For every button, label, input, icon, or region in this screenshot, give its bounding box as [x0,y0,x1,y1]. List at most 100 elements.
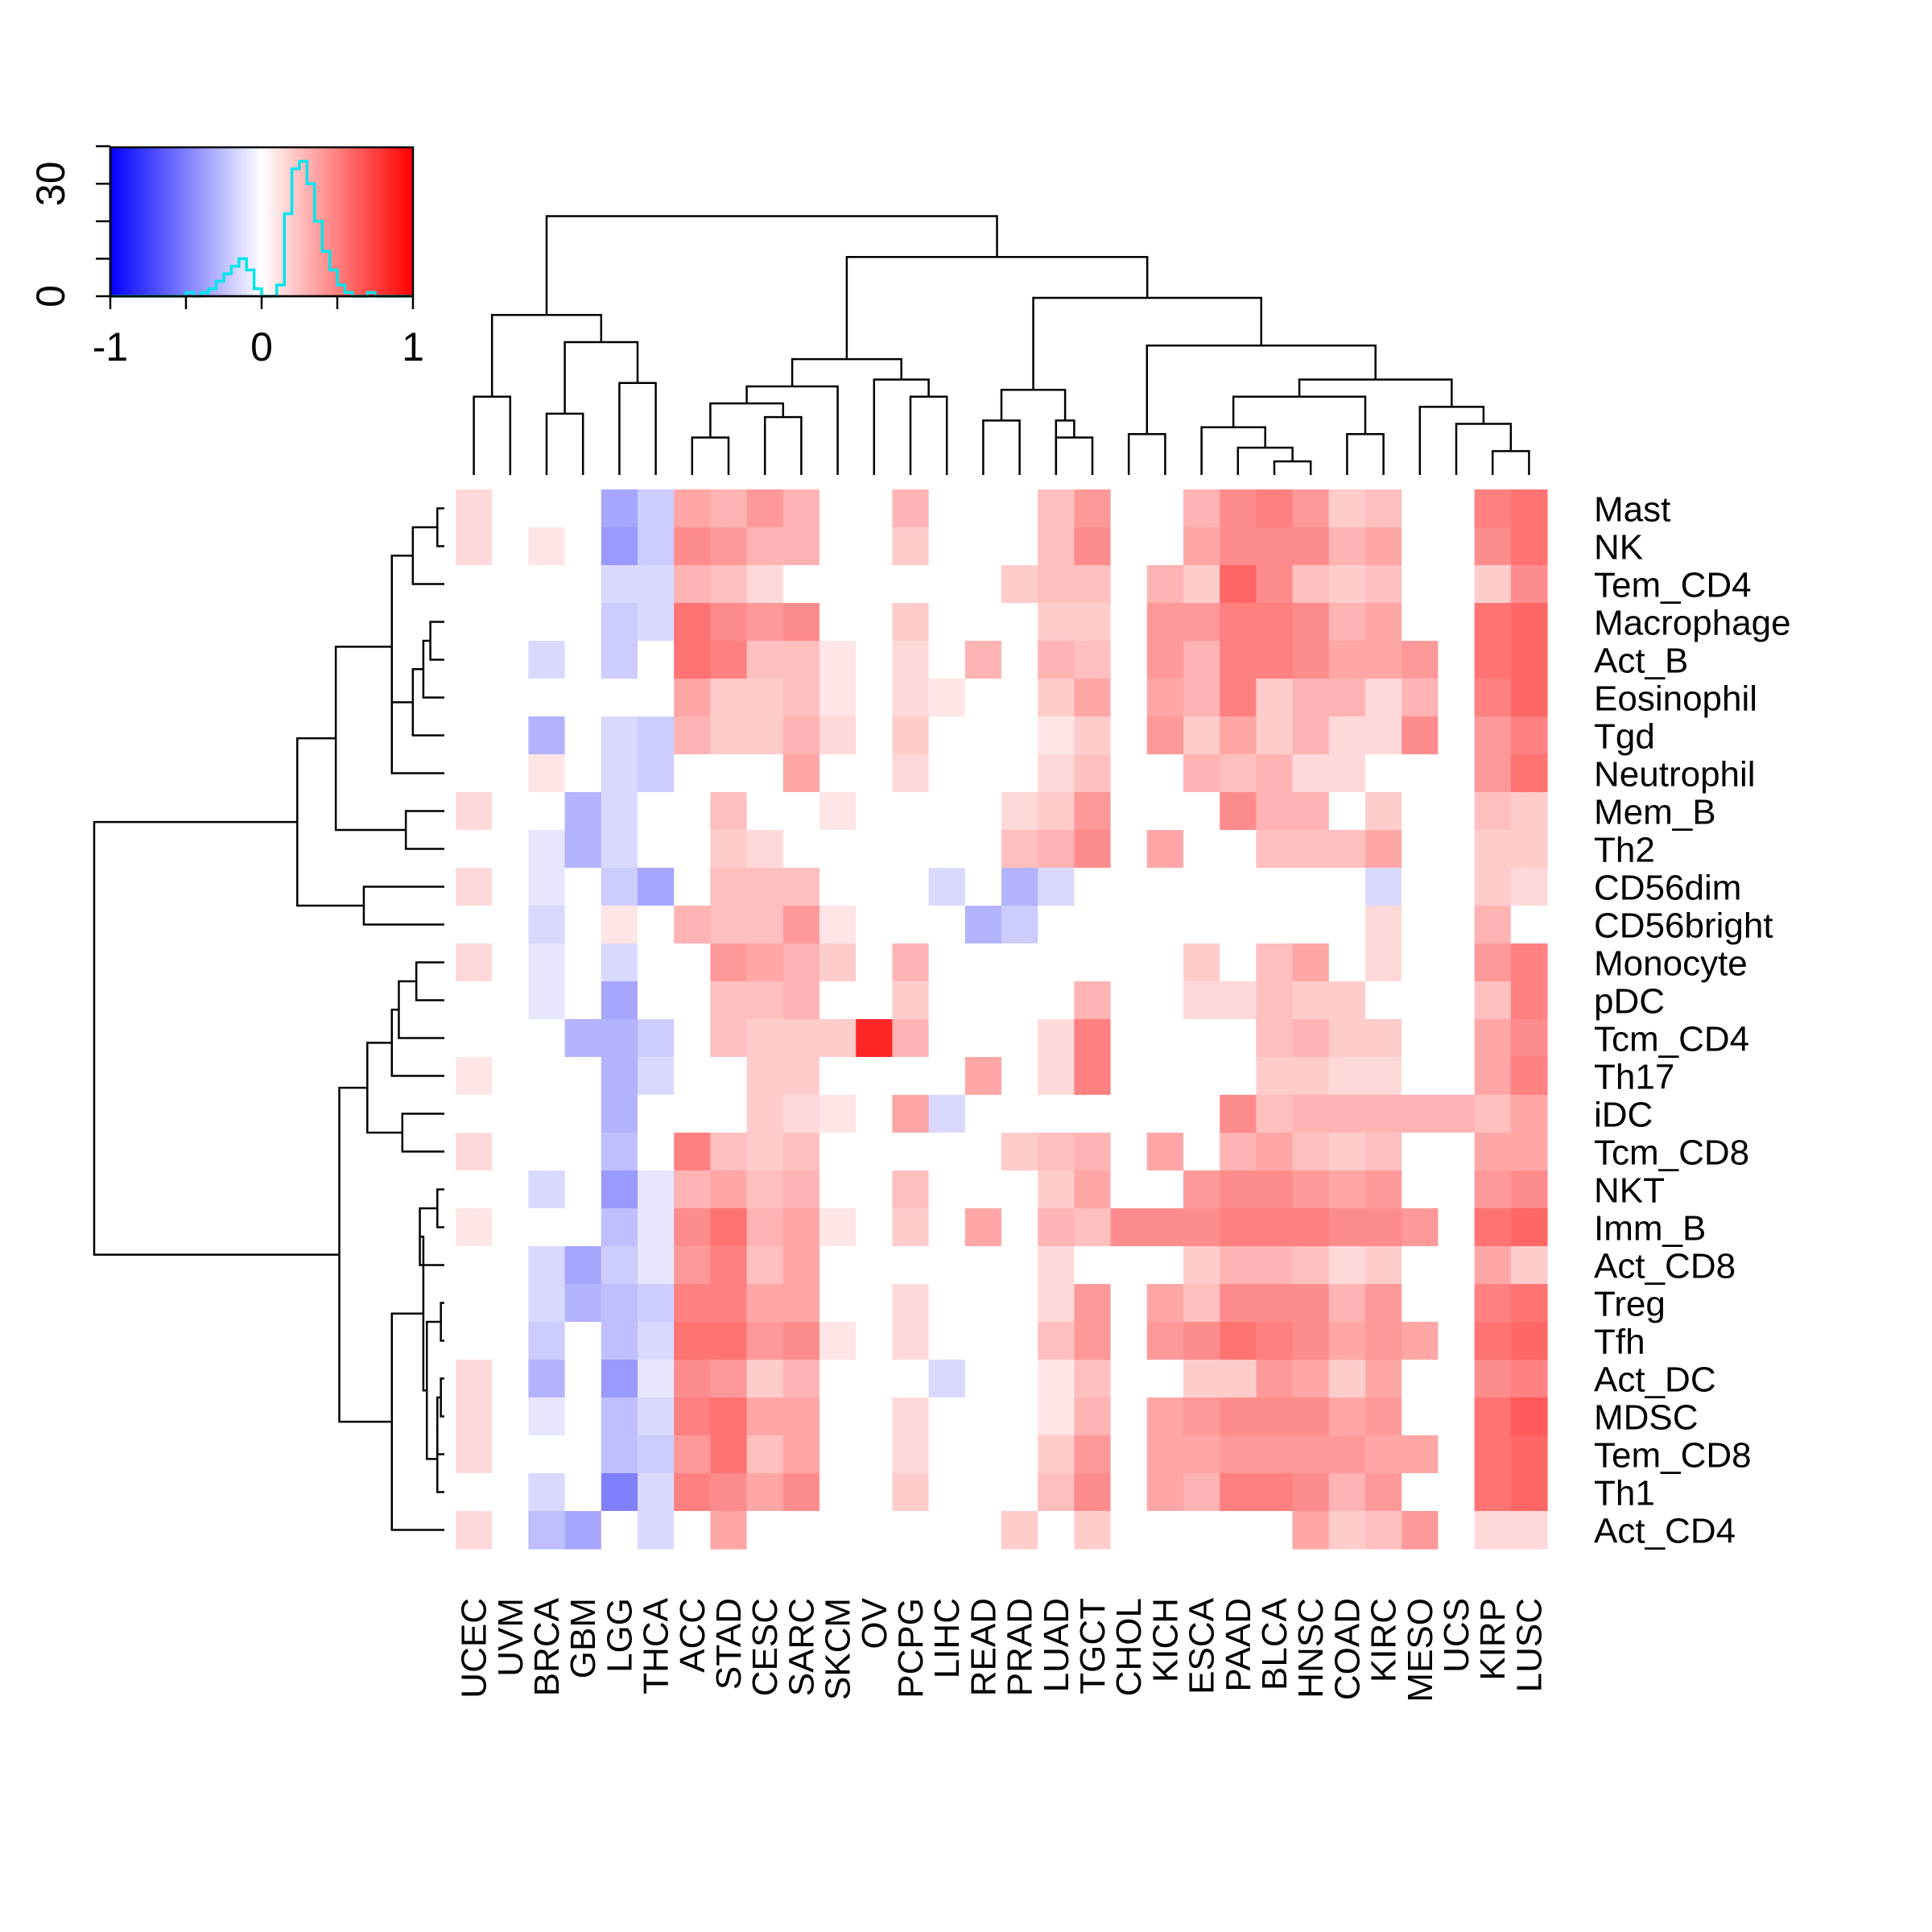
cell-Tgd-BLCA [1256,716,1294,755]
cell-Macrophage-KIRP [1474,603,1512,642]
column-dendrogram-branch [1000,389,1067,421]
cell-CD56dim-READ [964,868,1002,906]
cell-Mem_B-SKCM [819,792,857,831]
column-dendrogram-branch [763,415,803,475]
cell-Macrophage-SARC [782,603,820,642]
cell-Act_CD8-BRCA [528,1246,566,1285]
cell-Eosinophil-UVM [492,679,529,717]
cell-NK-SARC [782,527,820,566]
cell-Tcm_CD4-LIHC [928,1019,966,1058]
row-dendrogram-branch [296,737,364,907]
cell-Tcm_CD8-UVM [492,1133,529,1171]
cell-Macrophage-HNSC [1292,603,1330,642]
row-label: Tem_CD4 [1594,566,1752,605]
cell-Imm_B-KIRP [1474,1208,1512,1247]
cell-Act_CD8-UCEC [456,1246,493,1285]
row-dendrogram-branch [390,555,413,738]
cell-Monocyte-UVM [492,943,529,982]
cell-Treg-LIHC [928,1284,966,1323]
cell-Act_B-KIRC [1365,641,1402,679]
cell-Act_CD8-GBM [564,1246,602,1285]
cell-Tem_CD4-THCA [638,565,675,604]
cell-Macrophage-ACC [674,603,711,642]
cell-Act_CD8-KICH [1146,1246,1184,1285]
cell-MDSC-PRAD [1001,1397,1038,1436]
cell-Treg-BLCA [1256,1284,1294,1323]
column-dendrogram-branch [1232,395,1367,435]
column-dendrogram-branch [791,357,902,387]
cell-Tem_CD4-READ [964,565,1002,604]
cell-Act_DC-LUAD [1038,1360,1075,1398]
cell-Tcm_CD4-CHOL [1110,1019,1148,1058]
cell-Imm_B-BLCA [1256,1208,1294,1247]
cell-NKT-LGG [601,1170,638,1209]
cell-Mast-COAD [1328,489,1366,528]
cell-Tcm_CD4-UCS [1438,1019,1476,1058]
cell-Tem_CD8-UCEC [456,1435,493,1474]
cell-Macrophage-LUAD [1038,603,1075,642]
cell-Act_CD8-PAAD [1220,1246,1257,1285]
cell-Th2-KIRC [1365,830,1402,869]
cell-Mast-BLCA [1256,489,1294,528]
cell-iDC-ESCA [1183,1095,1220,1133]
cell-Macrophage-SKCM [819,603,857,642]
cell-Macrophage-READ [964,603,1002,642]
cell-CD56dim-BLCA [1256,868,1294,906]
cell-Tcm_CD4-SKCM [819,1019,857,1058]
cell-Tcm_CD8-UCS [1438,1133,1476,1171]
cell-Tcm_CD4-KIRP [1474,1019,1512,1058]
cell-Tfh-LGG [601,1322,638,1360]
cell-Th2-CHOL [1110,830,1148,869]
cell-Th2-PCPG [892,830,930,869]
cell-Tem_CD4-KIRP [1474,565,1512,604]
cell-Imm_B-PCPG [892,1208,930,1247]
column-dendrogram-branch [1273,460,1312,475]
cell-Mast-ESCA [1183,489,1220,528]
cell-Mast-LIHC [928,489,966,528]
column-dendrogram-branch [618,382,657,475]
cell-Neutrophil-LUAD [1038,754,1075,793]
cell-Th2-UCEC [456,830,493,869]
cell-CD56dim-COAD [1328,868,1366,906]
cell-Tem_CD8-LUAD [1038,1435,1075,1474]
cell-Monocyte-HNSC [1292,943,1330,982]
cell-iDC-HNSC [1292,1095,1330,1133]
cell-Act_CD8-LUSC [1510,1246,1548,1285]
cell-Act_B-PCPG [892,641,930,679]
cell-NK-OV [856,527,893,566]
cell-Th1-LGG [601,1473,638,1512]
cell-Treg-SKCM [819,1284,857,1323]
cell-Mast-LUAD [1038,489,1075,528]
cell-pDC-KIRP [1474,981,1512,1020]
cell-Act_CD8-TGCT [1074,1246,1112,1285]
cell-Tcm_CD4-STAD [710,1019,748,1058]
cell-CD56bright-PRAD [1001,906,1038,944]
cell-Tem_CD8-CESC [746,1435,784,1474]
cell-Mem_B-PRAD [1001,792,1038,831]
cell-Mast-READ [964,489,1002,528]
cell-Th1-LUSC [1510,1473,1548,1512]
cell-Mem_B-GBM [564,792,602,831]
row-label: Th2 [1594,831,1655,870]
cell-Act_DC-KIRC [1365,1360,1402,1398]
cell-Imm_B-READ [964,1208,1002,1247]
row-dendrogram-branch [426,1320,441,1460]
cell-CD56bright-ACC [674,906,711,944]
cell-Tcm_CD4-READ [964,1019,1002,1058]
column-dendrogram-branch [1146,345,1377,435]
cell-Eosinophil-SARC [782,679,820,717]
cell-Mem_B-LIHC [928,792,966,831]
cell-Neutrophil-SKCM [819,754,857,793]
cell-Tgd-UCS [1438,716,1476,755]
cell-Neutrophil-CESC [746,754,784,793]
column-label: THCA [637,1597,676,1694]
cell-CD56bright-ESCA [1183,906,1220,944]
cell-Tcm_CD4-CESC [746,1019,784,1058]
column-dendrogram-branch [909,395,948,475]
cell-Tfh-KICH [1146,1322,1184,1360]
cell-CD56dim-MESO [1402,868,1439,906]
cell-iDC-LUAD [1038,1095,1075,1133]
cell-Monocyte-UCEC [456,943,493,982]
cell-Tcm_CD4-LUSC [1510,1019,1548,1058]
cell-Monocyte-THCA [638,943,675,982]
